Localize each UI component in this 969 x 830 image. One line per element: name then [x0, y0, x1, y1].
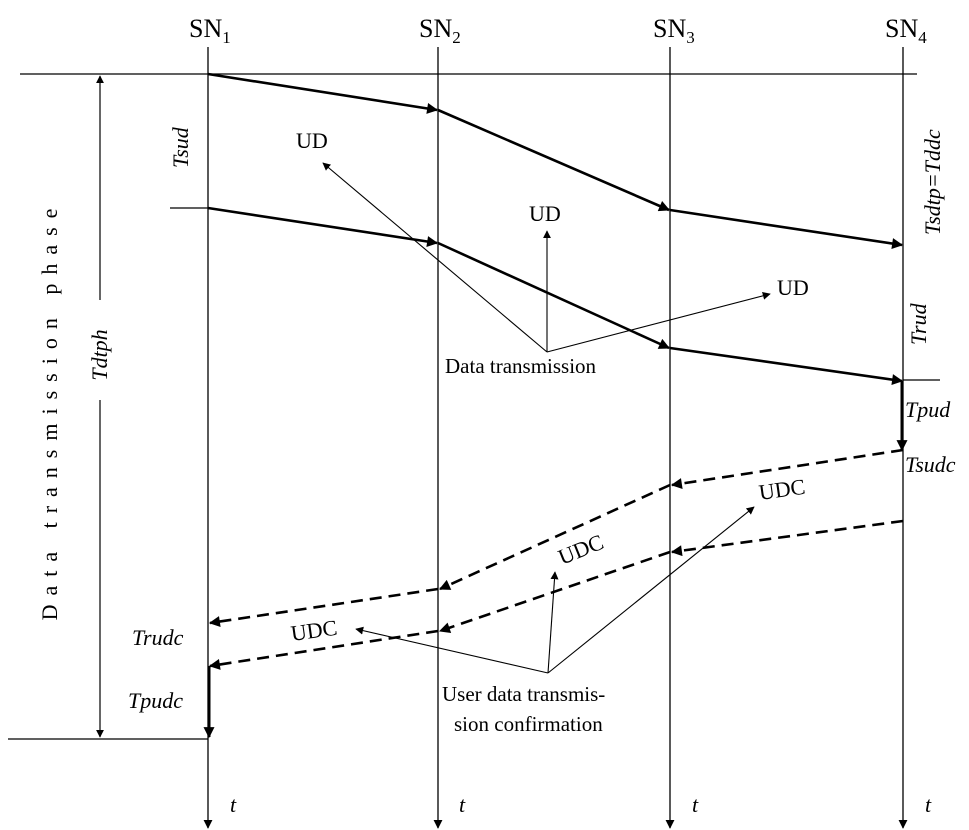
time-axis-label-sn4: t	[925, 792, 932, 817]
tpudc-label: Tpudc	[128, 688, 183, 713]
ud-label-2: UD	[529, 201, 561, 226]
data-transmission-pointers	[322, 162, 771, 353]
tpud-label: Tpud	[905, 397, 951, 422]
time-axis-label-sn1: t	[230, 792, 237, 817]
confirmation-caption-line2: sion confirmation	[454, 712, 603, 736]
tsdtp-label: Tsdtp=Tddc	[920, 129, 945, 235]
trud-label: Trud	[906, 302, 931, 345]
udc-label-2: UDC	[555, 529, 607, 570]
node-label-sn1: SN1	[189, 14, 231, 47]
confirmation-caption-line1: User data transmis-	[442, 682, 605, 706]
node-label-sn4: SN4	[885, 14, 927, 47]
tsud-label: Tsud	[168, 126, 193, 168]
node-label-sn3: SN3	[653, 14, 695, 47]
trudc-label: Trudc	[132, 625, 184, 650]
udc-message-2	[208, 519, 904, 670]
ud-label-3: UD	[777, 275, 809, 300]
phase-label: Data transmission phase	[37, 200, 62, 621]
udc-label-1: UDC	[757, 474, 806, 505]
ud-label-1: UD	[296, 128, 328, 153]
tsudc-label: Tsudc	[905, 452, 956, 477]
confirmation-pointers	[355, 506, 755, 674]
time-axis-label-sn2: t	[459, 792, 466, 817]
time-axis-label-sn3: t	[692, 792, 699, 817]
node-label-sn2: SN2	[419, 14, 461, 47]
data-transmission-caption: Data transmission	[445, 354, 597, 378]
udc-label-3: UDC	[289, 615, 338, 646]
ud-message-1	[207, 72, 904, 249]
udc-message-1	[208, 448, 904, 627]
phase-symbol-label: Tdtph	[87, 329, 112, 380]
